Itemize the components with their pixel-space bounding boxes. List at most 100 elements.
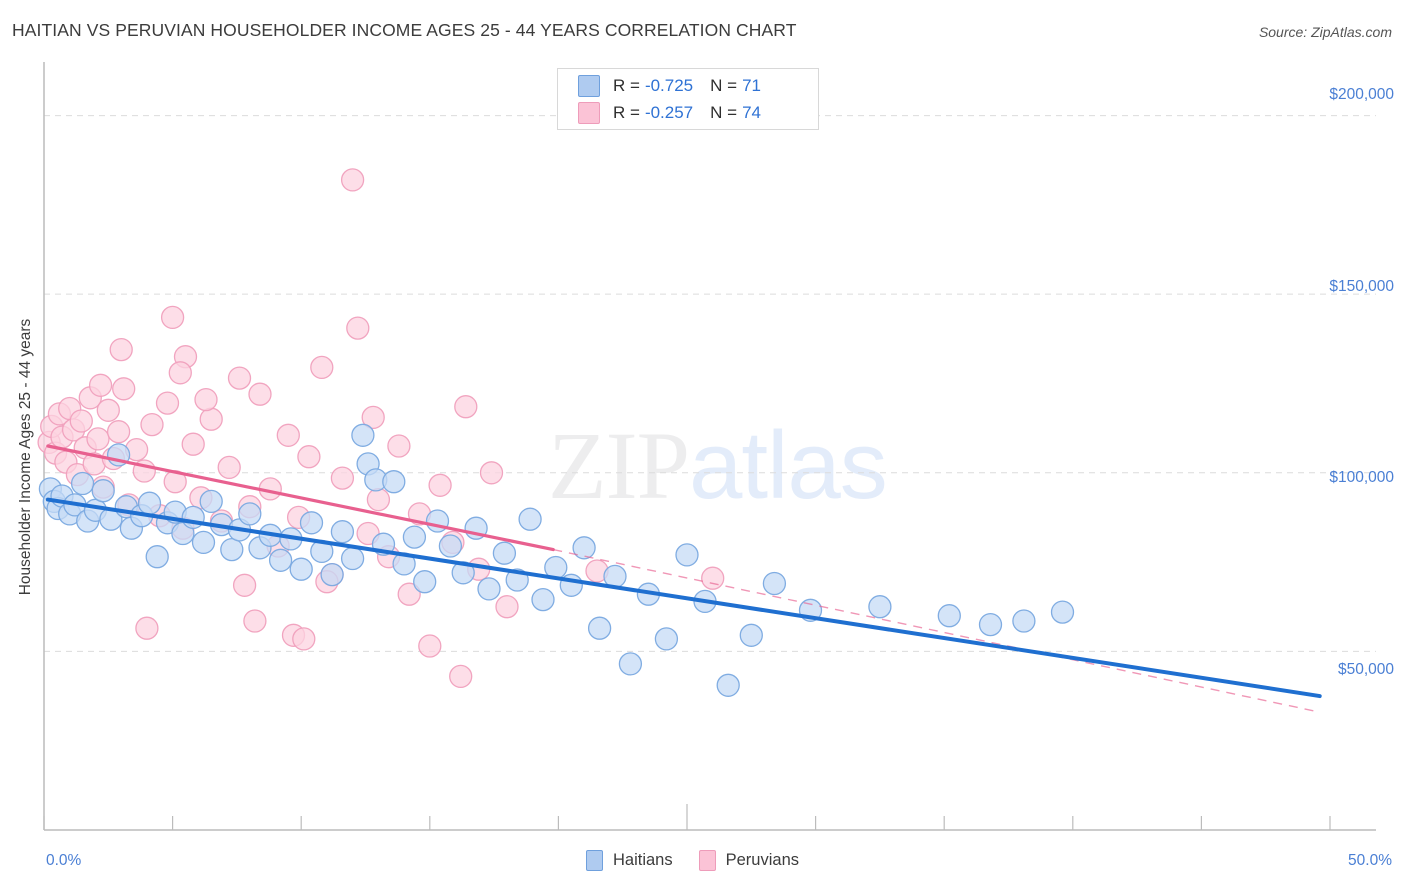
- data-point[interactable]: [299, 511, 324, 535]
- data-point[interactable]: [1012, 609, 1036, 633]
- data-point[interactable]: [69, 409, 93, 433]
- r-value-blue: -0.725: [644, 76, 694, 95]
- r-label-blue: R =: [613, 76, 640, 95]
- data-point[interactable]: [351, 423, 375, 447]
- data-point[interactable]: [495, 595, 519, 619]
- data-point[interactable]: [413, 570, 437, 594]
- data-point[interactable]: [145, 545, 169, 569]
- data-point[interactable]: [289, 557, 313, 581]
- data-point[interactable]: [181, 432, 205, 456]
- data-point[interactable]: [387, 434, 411, 458]
- data-point[interactable]: [1050, 600, 1075, 624]
- series-swatch-peruvians[interactable]: [698, 850, 716, 871]
- data-point[interactable]: [91, 479, 115, 503]
- data-point[interactable]: [428, 473, 452, 497]
- data-point[interactable]: [361, 405, 385, 430]
- data-point[interactable]: [137, 491, 162, 515]
- x-axis-min-label: 0.0%: [46, 852, 82, 869]
- data-point[interactable]: [168, 361, 192, 385]
- data-point[interactable]: [160, 305, 185, 330]
- legend-row-peruvians: R = -0.257 N = 74: [578, 100, 761, 126]
- data-point[interactable]: [297, 445, 321, 469]
- data-point[interactable]: [88, 373, 113, 397]
- data-point[interactable]: [654, 627, 679, 651]
- n-value-blue: 71: [742, 76, 761, 95]
- data-point[interactable]: [340, 168, 365, 192]
- source-attribution: Source: ZipAtlas.com: [1258, 24, 1392, 40]
- data-point[interactable]: [217, 455, 241, 480]
- legend-swatch-blue: [578, 75, 600, 97]
- series-points-haitians: [38, 423, 1075, 697]
- data-point[interactable]: [140, 412, 164, 437]
- y-tick-label-150000: $150,000: [1329, 278, 1394, 295]
- data-point[interactable]: [701, 566, 725, 590]
- series-label-peruvians[interactable]: Peruvians: [725, 851, 799, 869]
- data-point[interactable]: [397, 582, 421, 606]
- data-point[interactable]: [310, 355, 334, 380]
- data-point[interactable]: [937, 604, 961, 628]
- data-point[interactable]: [109, 337, 133, 362]
- data-point[interactable]: [276, 423, 300, 447]
- data-point[interactable]: [330, 466, 355, 490]
- series-swatch-haitians[interactable]: [586, 850, 603, 871]
- data-point[interactable]: [70, 471, 95, 496]
- data-point[interactable]: [382, 470, 406, 494]
- data-point[interactable]: [978, 612, 1003, 637]
- data-point[interactable]: [477, 577, 501, 601]
- trendline-peruvians: [46, 444, 555, 552]
- data-point[interactable]: [135, 616, 159, 640]
- data-point[interactable]: [112, 377, 136, 401]
- series-legend: Haitians Peruvians: [586, 850, 825, 871]
- data-point[interactable]: [191, 530, 216, 555]
- data-point[interactable]: [220, 537, 244, 562]
- legend-row-haitians: R = -0.725 N = 71: [578, 73, 761, 99]
- data-point[interactable]: [292, 627, 316, 651]
- data-point[interactable]: [479, 461, 504, 485]
- data-point[interactable]: [268, 548, 293, 572]
- data-point[interactable]: [346, 316, 370, 340]
- data-point[interactable]: [618, 652, 643, 676]
- data-point[interactable]: [454, 395, 478, 419]
- data-point[interactable]: [418, 634, 442, 658]
- data-point[interactable]: [238, 502, 262, 526]
- data-point[interactable]: [675, 543, 699, 567]
- data-point[interactable]: [587, 616, 612, 640]
- data-point[interactable]: [716, 673, 740, 697]
- series-label-haitians[interactable]: Haitians: [613, 851, 673, 869]
- data-point[interactable]: [518, 507, 542, 531]
- y-tick-label-100000: $100,000: [1329, 469, 1394, 486]
- data-point[interactable]: [199, 489, 223, 514]
- data-point[interactable]: [402, 525, 427, 549]
- page-title: HAITIAN VS PERUVIAN HOUSEHOLDER INCOME A…: [12, 20, 797, 40]
- data-point[interactable]: [739, 623, 763, 647]
- n-value-pink: 74: [742, 103, 761, 122]
- data-point[interactable]: [232, 573, 257, 597]
- data-point[interactable]: [340, 546, 365, 571]
- data-point[interactable]: [330, 520, 355, 544]
- data-point[interactable]: [96, 398, 120, 422]
- data-point[interactable]: [106, 420, 131, 444]
- data-point[interactable]: [366, 487, 391, 512]
- trendline-peruvians-extension: [553, 548, 1320, 713]
- data-point[interactable]: [762, 571, 787, 596]
- data-point[interactable]: [492, 541, 517, 565]
- data-point[interactable]: [243, 609, 267, 633]
- data-point[interactable]: [320, 562, 344, 587]
- data-point[interactable]: [868, 595, 892, 619]
- data-point[interactable]: [155, 391, 180, 415]
- legend-swatch-pink: [578, 102, 600, 124]
- data-point[interactable]: [194, 387, 218, 412]
- data-point[interactable]: [531, 587, 555, 612]
- data-point[interactable]: [86, 427, 110, 451]
- data-point[interactable]: [438, 534, 463, 558]
- trendline-haitians: [45, 497, 1322, 699]
- y-tick-label-50000: $50,000: [1337, 661, 1394, 678]
- data-point[interactable]: [572, 536, 596, 560]
- data-point[interactable]: [248, 382, 272, 406]
- data-point[interactable]: [199, 407, 223, 431]
- data-point[interactable]: [449, 664, 473, 689]
- r-value-pink: -0.257: [644, 103, 694, 122]
- data-point[interactable]: [227, 366, 252, 390]
